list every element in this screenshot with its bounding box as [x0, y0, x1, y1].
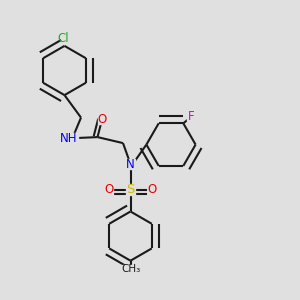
Bar: [60, 133, 78, 144]
Bar: [98, 115, 106, 124]
Text: Cl: Cl: [57, 32, 69, 45]
Text: F: F: [188, 110, 194, 123]
Text: S: S: [126, 183, 135, 196]
Text: O: O: [148, 183, 157, 196]
Text: NH: NH: [60, 132, 78, 145]
Text: CH₃: CH₃: [121, 264, 140, 274]
Text: O: O: [98, 113, 106, 126]
Text: O: O: [104, 183, 113, 196]
Bar: [122, 265, 139, 274]
Text: N: N: [126, 158, 135, 171]
Bar: [187, 112, 195, 121]
Bar: [105, 185, 113, 194]
Bar: [148, 185, 156, 194]
Bar: [126, 159, 135, 169]
Bar: [126, 184, 135, 195]
